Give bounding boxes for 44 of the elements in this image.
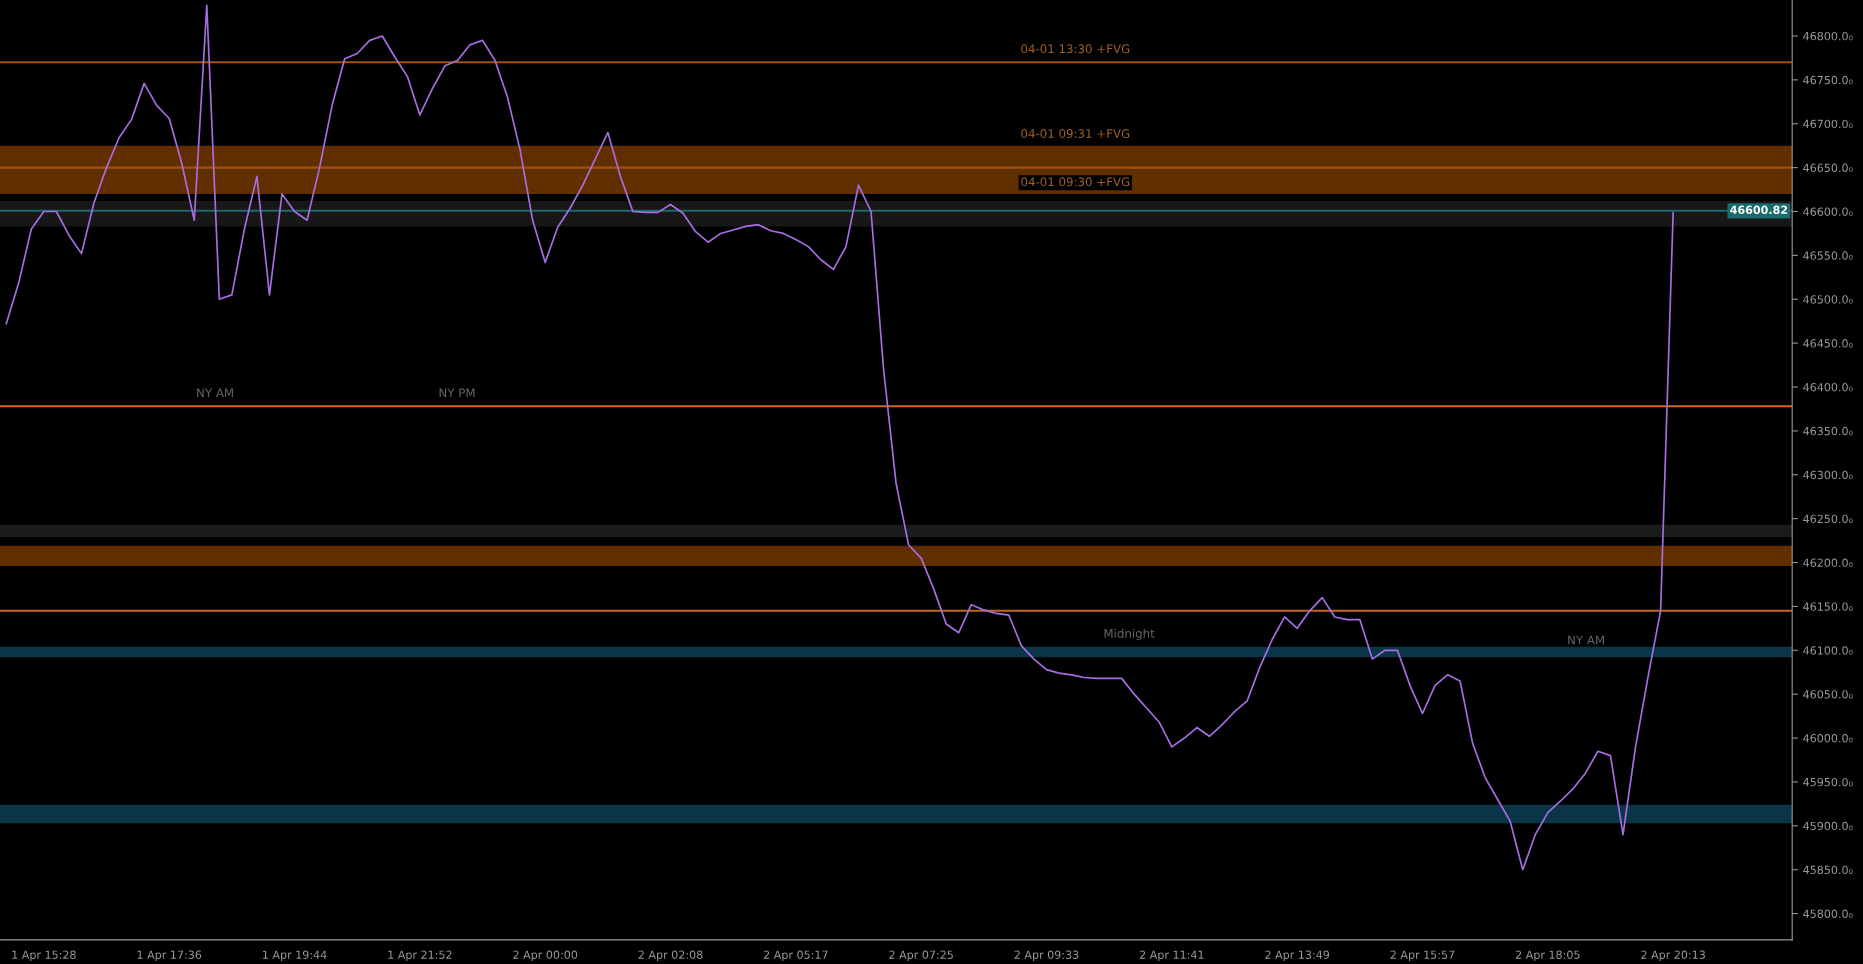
y-tick-label: 45800.0₀ bbox=[1803, 909, 1853, 918]
y-tick-label: 46150.0₀ bbox=[1803, 602, 1853, 611]
y-tick-label: 46800.0₀ bbox=[1803, 31, 1853, 41]
y-tick-label: 46450.0₀ bbox=[1803, 339, 1853, 348]
y-tick-label: 46550.0₀ bbox=[1803, 251, 1853, 260]
x-tick-label: 1 Apr 15:28 bbox=[12, 950, 76, 962]
x-tick-label: 2 Apr 07:25 bbox=[889, 950, 953, 962]
x-tick-label: 1 Apr 17:36 bbox=[137, 950, 202, 962]
x-tick-label: 2 Apr 20:13 bbox=[1641, 950, 1705, 962]
annotation: 04-01 09:31 +FVG bbox=[1021, 129, 1130, 138]
annotation: Midnight bbox=[1104, 628, 1155, 641]
x-tick-label: 1 Apr 19:44 bbox=[263, 950, 327, 962]
x-tick-label: 1 Apr 21:52 bbox=[388, 950, 452, 962]
y-tick-label: 45900.0₀ bbox=[1803, 821, 1853, 831]
y-tick-label: 46050.0₀ bbox=[1803, 690, 1853, 699]
y-tick-label: 45950.0₀ bbox=[1803, 777, 1853, 787]
annotation: NY AM bbox=[197, 388, 233, 398]
y-tick-label: 46600.0₀ bbox=[1803, 207, 1853, 216]
annotation: NY AM bbox=[1568, 635, 1604, 645]
y-tick-label: 46100.0₀ bbox=[1803, 646, 1853, 655]
annotation: NY PM bbox=[439, 388, 475, 398]
x-tick-label: 2 Apr 05:17 bbox=[763, 950, 828, 962]
x-tick-label: 2 Apr 02:08 bbox=[638, 950, 703, 962]
x-tick-label: 2 Apr 13:49 bbox=[1265, 950, 1330, 962]
y-tick-label: 46400.0₀ bbox=[1803, 382, 1853, 392]
y-tick-label: 46650.0₀ bbox=[1803, 163, 1853, 172]
line-series bbox=[5, 4, 1674, 871]
y-tick-label: 46300.0₀ bbox=[1803, 470, 1853, 480]
y-tick-label: 46750.0₀ bbox=[1803, 75, 1853, 85]
annotation: 04-01 09:30 +FVG bbox=[1021, 177, 1130, 187]
x-tick-label: 2 Apr 00:00 bbox=[513, 950, 578, 962]
y-tick-label: 46350.0₀ bbox=[1803, 426, 1853, 436]
x-tick-label: 2 Apr 09:33 bbox=[1014, 950, 1079, 962]
y-tick-label: 46000.0₀ bbox=[1803, 734, 1853, 743]
y-tick-label: 46200.0₀ bbox=[1803, 558, 1853, 567]
y-tick-label: 45850.0₀ bbox=[1803, 865, 1853, 875]
y-tick-label: 46500.0₀ bbox=[1803, 295, 1853, 304]
ref-line-label: 46600.82 bbox=[1730, 205, 1788, 214]
x-tick-label: 2 Apr 18:05 bbox=[1515, 950, 1580, 962]
x-tick-label: 2 Apr 15:57 bbox=[1390, 950, 1455, 962]
x-tick-label: 2 Apr 11:41 bbox=[1139, 950, 1204, 962]
y-tick-label: 46250.0₀ bbox=[1803, 514, 1853, 524]
annotation: 04-01 13:30 +FVG bbox=[1021, 44, 1130, 54]
y-tick-label: 46700.0₀ bbox=[1803, 119, 1853, 129]
